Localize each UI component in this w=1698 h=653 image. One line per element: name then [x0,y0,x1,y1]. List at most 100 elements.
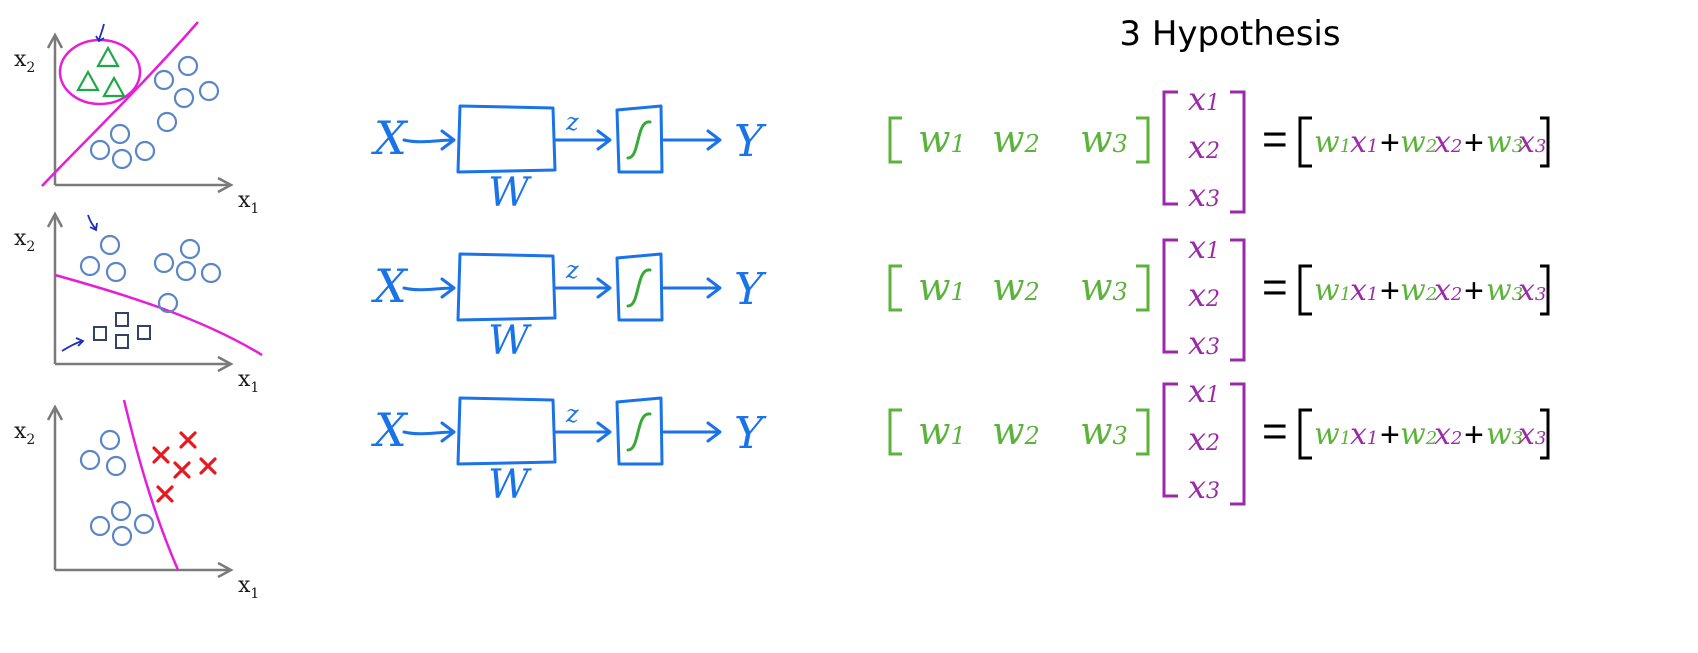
weight-term-sub: 3 [1113,130,1128,158]
data-point-circle [133,513,155,535]
y-axis-label-sub: 2 [26,239,35,255]
product-term-sub: 3 [1512,136,1523,157]
data-point-circle [173,87,195,109]
weight-term: w1 [918,117,966,161]
weight-term: w2 [992,117,1040,161]
product-term-sub: 2 [1450,428,1462,449]
weight-term-sub: 1 [951,422,966,450]
arrow-head [440,277,456,299]
data-point-cross [156,485,174,503]
product-term-sub: 1 [1340,136,1351,157]
data-point-square [115,312,129,327]
sigmoid-box [615,252,664,322]
result-bracket-left [1298,116,1312,168]
y-axis-arrow [46,404,64,421]
plus-sign: + [1380,416,1400,454]
result-bracket-left [1298,408,1312,460]
weight-term-sub: 2 [1024,278,1040,306]
plus-sign: + [1464,416,1484,454]
data-point-circle [198,80,220,102]
input-vector-bracket-left [1162,90,1178,206]
data-point-cross [173,461,191,479]
data-point-circle [99,234,121,256]
weight-vector-bracket-right [1136,116,1150,164]
x-axis-label-sub: 1 [250,380,259,396]
scatter-plot: x2 x1 [14,211,263,396]
product-term: w2 [1400,125,1437,160]
input-vector-bracket-left [1162,382,1178,498]
result-bracket-right [1540,408,1550,460]
product-term-sub: 1 [1367,284,1378,305]
weight-term-sub: 1 [951,278,966,306]
data-point-triangle [96,45,120,68]
input-term: x1 [1188,80,1220,118]
result-bracket-right [1540,264,1550,316]
data-point-circle [99,429,121,451]
x-axis-label-sub: 1 [250,586,259,602]
x-axis-label-sub: 1 [250,201,259,217]
scatter-plot: x2 x1 [14,21,259,217]
input-term-sub: 2 [1205,431,1220,456]
data-point-circle [175,260,197,282]
logistic-unit-diagram: X Wz Y [371,104,767,216]
input-term-sub: 3 [1206,479,1220,504]
product-term: w3 [1486,125,1523,160]
product-term: x1 [1350,417,1378,452]
arrow-head [596,277,612,299]
z-label: z [565,400,579,428]
input-label-x: X [371,259,409,313]
x-axis-label: x1 [238,188,259,217]
product-term: w2 [1400,417,1437,452]
pointer-mark [61,337,85,352]
product-term: x3 [1518,417,1546,452]
weight-label-w: W [488,318,532,364]
arrow-head [596,129,612,151]
product-term-sub: 2 [1425,284,1437,305]
product-term: x2 [1434,273,1462,308]
data-point-circle [111,525,133,547]
product-term-sub: 1 [1340,284,1351,305]
product-term-sub: 2 [1425,136,1437,157]
result-bracket-right [1540,116,1550,168]
equals-sign: = [1262,115,1288,164]
y-axis-arrow [46,32,64,49]
data-point-circle [79,255,101,277]
x-axis-arrow [217,176,234,194]
arrow-head [440,421,456,443]
input-vector-bracket-left [1162,238,1178,354]
input-term-sub: 2 [1205,287,1220,312]
data-point-square [93,326,107,341]
product-term: x3 [1518,273,1546,308]
weight-box [456,252,557,322]
product-term: x2 [1434,125,1462,160]
data-point-circle [153,252,175,274]
input-label-x: X [371,403,409,457]
weight-term-sub: 3 [1113,422,1128,450]
data-point-circle [200,262,222,284]
data-point-circle [89,139,111,161]
weight-box [456,396,557,466]
arrow-head [596,421,612,443]
input-term-sub: 3 [1206,335,1220,360]
product-term-sub: 3 [1512,284,1523,305]
arrow-x-to-w [402,138,454,144]
data-point-cross [152,446,170,464]
data-point-circle [105,455,127,477]
input-vector-bracket-right [1230,238,1246,362]
data-point-cross [199,457,217,475]
product-term: w2 [1400,273,1437,308]
decision-boundary [122,399,180,571]
weight-term-sub: 2 [1024,130,1040,158]
weight-term-sub: 3 [1113,278,1128,306]
product-term-sub: 3 [1535,136,1546,157]
data-point-circle [109,123,131,145]
input-term: x1 [1188,372,1220,410]
product-term-sub: 3 [1512,428,1523,449]
weight-term: w3 [1080,117,1128,161]
data-point-circle [134,140,156,162]
sigmoid-box [615,396,664,466]
product-term: x1 [1350,125,1378,160]
input-term-sub: 2 [1205,139,1220,164]
